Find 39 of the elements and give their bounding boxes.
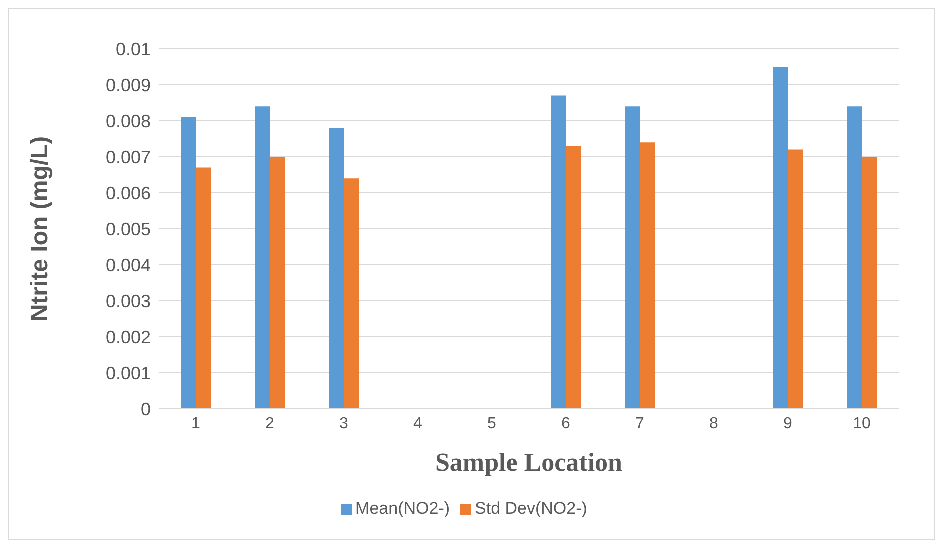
x-tick-label: 6	[562, 415, 571, 432]
x-tick-label: 4	[414, 415, 423, 432]
x-tick-label: 3	[340, 415, 349, 432]
y-tick-label: 0.007	[106, 147, 151, 168]
y-tick-label: 0.01	[116, 39, 151, 60]
y-tick-label: 0.008	[106, 111, 151, 132]
bar	[344, 178, 360, 409]
bar	[640, 142, 656, 409]
bar	[329, 128, 344, 409]
bar	[847, 106, 862, 409]
y-tick-label: 0.001	[106, 363, 151, 384]
bar	[270, 157, 286, 409]
bar	[788, 150, 804, 409]
y-tick-label: 0.006	[106, 183, 151, 204]
x-tick-label: 9	[784, 415, 793, 432]
y-tick-label: 0.003	[106, 291, 151, 312]
y-tick-label: 0.002	[106, 327, 151, 348]
bar	[181, 117, 196, 409]
legend-label: Mean(NO2-)	[356, 499, 450, 518]
y-tick-label: 0.005	[106, 219, 151, 240]
y-tick-label: 0.004	[106, 255, 151, 276]
bar	[773, 67, 788, 409]
legend-label: Std Dev(NO2-)	[475, 499, 588, 518]
bar	[862, 157, 878, 409]
x-tick-label: 5	[488, 415, 497, 432]
y-tick-label: 0	[140, 399, 151, 420]
y-axis-title: Ntrite Ion (mg/L)	[26, 136, 54, 322]
bar	[255, 106, 270, 409]
x-tick-label: 7	[636, 415, 645, 432]
x-tick-label: 1	[192, 415, 201, 432]
x-tick-label: 2	[266, 415, 275, 432]
x-tick-label: 10	[853, 415, 871, 432]
bar	[551, 96, 566, 409]
bar	[196, 168, 212, 409]
y-tick-label: 0.009	[106, 75, 151, 96]
x-axis-title: Sample Location	[435, 448, 624, 477]
bar	[625, 106, 640, 409]
x-tick-label: 8	[710, 415, 719, 432]
bar	[566, 146, 582, 409]
